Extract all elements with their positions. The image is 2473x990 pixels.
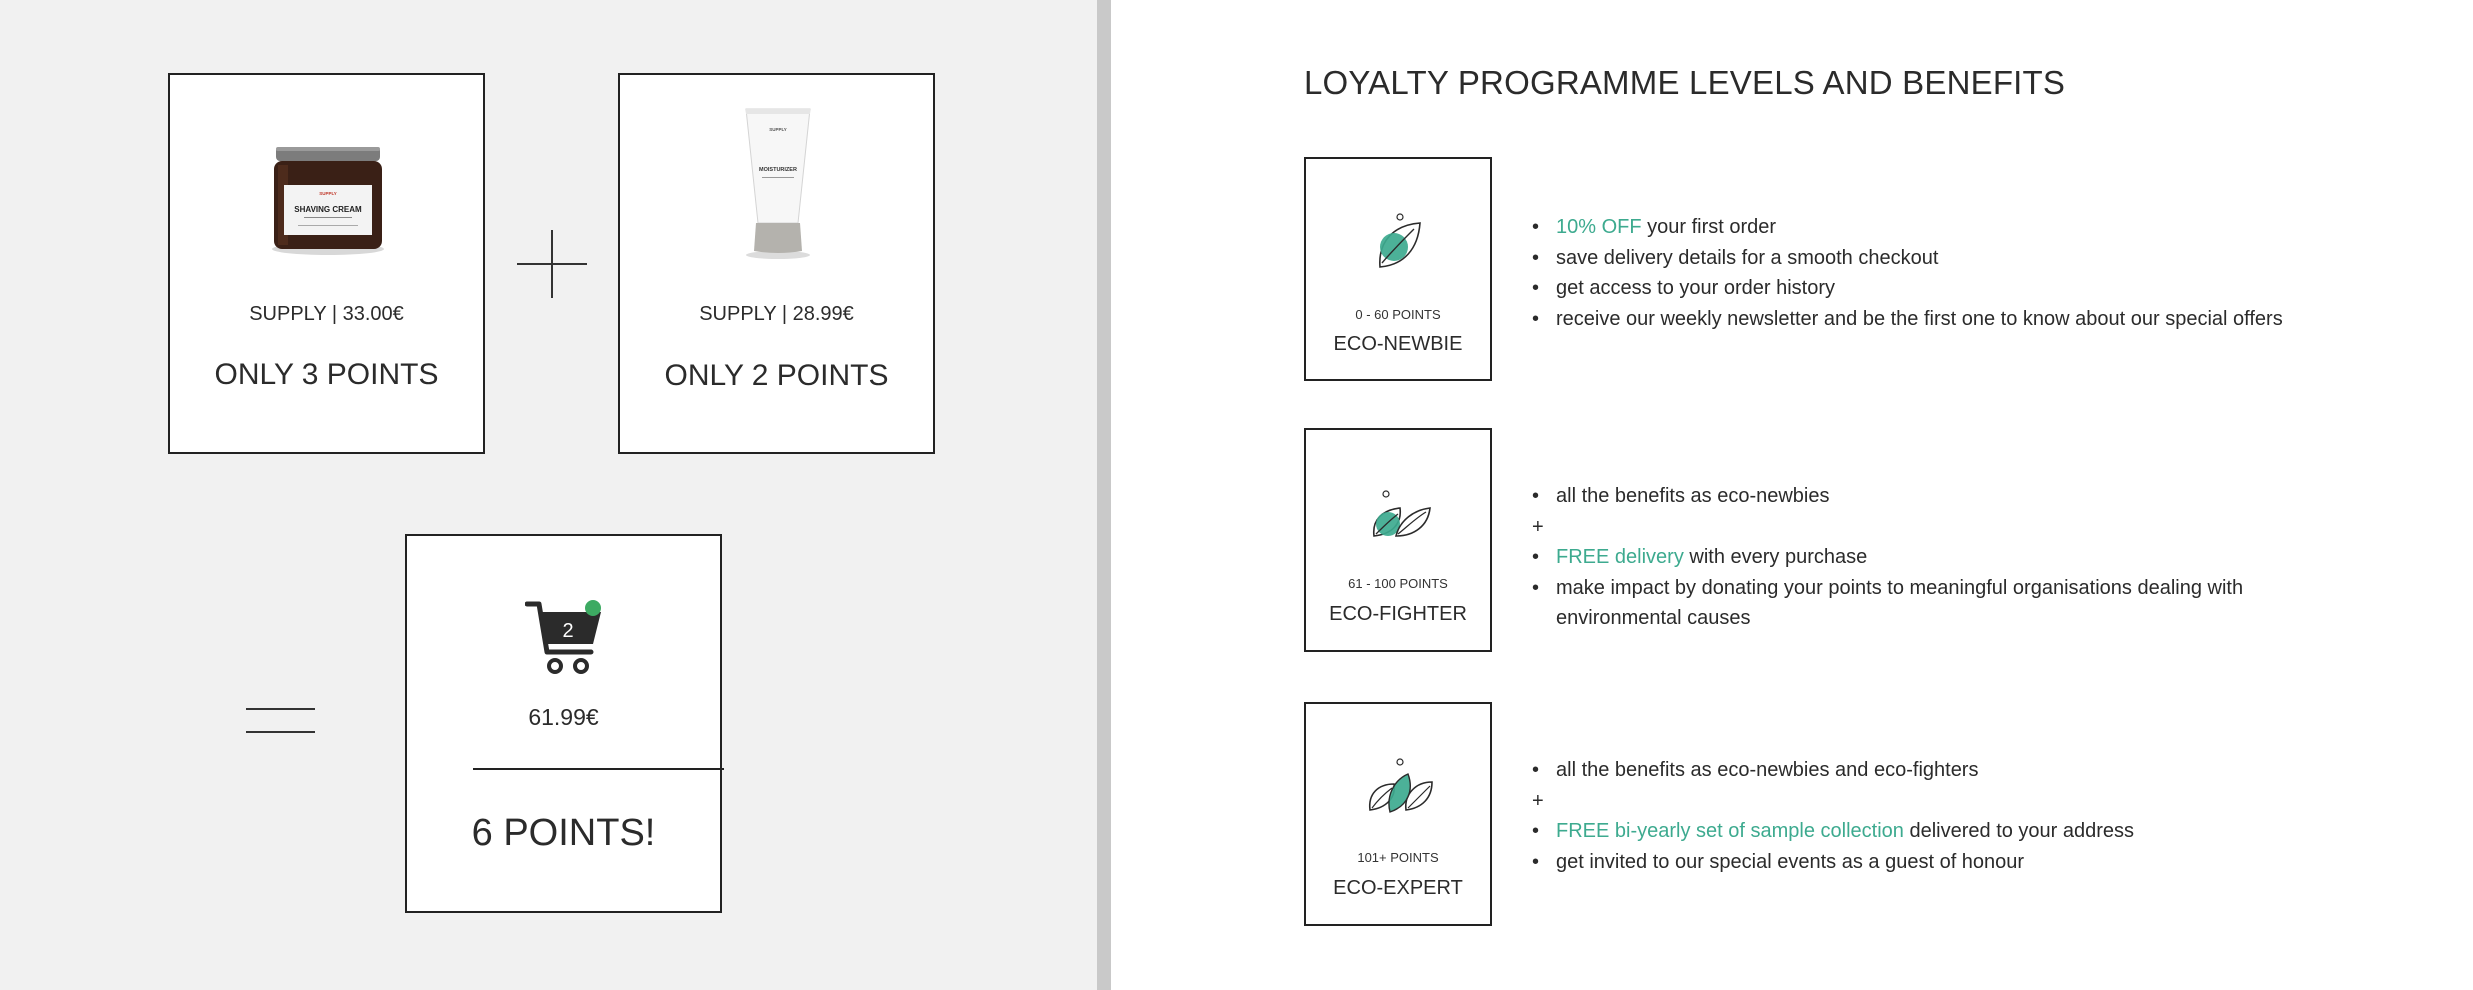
benefit-item: • receive our weekly newsletter and be th… — [1532, 307, 2283, 330]
panel-divider — [1097, 0, 1111, 990]
benefit-item: • get access to your order history — [1532, 277, 1836, 299]
benefit-list-eco-expert: • all the benefits as eco-newbies and eco… — [1528, 755, 2308, 877]
equals-sign-top — [246, 708, 315, 710]
equals-sign-bottom — [246, 731, 315, 733]
cart-badge-dot — [585, 600, 601, 616]
product-points: ONLY 3 POINTS — [214, 358, 439, 391]
benefit-text: delivered to your address — [1903, 820, 2135, 842]
product-price: SUPPLY | 33.00€ — [249, 303, 404, 325]
level-name: ECO-FIGHTER — [1329, 603, 1467, 625]
benefit-highlight: FREE bi-yearly set of sample collection — [1556, 820, 1904, 842]
jar-brand-text: SUPPLY — [319, 191, 337, 196]
level-range: 0 - 60 POINTS — [1355, 307, 1441, 322]
benefit-text: all the benefits as eco-newbies — [1556, 485, 1830, 507]
shopping-cart-icon: 2 — [525, 600, 601, 674]
benefit-plus: + — [1532, 789, 1544, 812]
moisturizer-tube-image: SUPPLY MOISTURIZER — [745, 108, 811, 259]
result-points: 6 POINTS! — [471, 812, 656, 854]
level-card-eco-fighter[interactable]: 61 - 100 POINTS ECO-FIGHTER — [1304, 428, 1492, 652]
benefit-plus: + — [1532, 515, 1544, 538]
plus-sign-vertical — [551, 230, 553, 298]
level-card-eco-newbie[interactable]: 0 - 60 POINTS ECO-NEWBIE — [1304, 157, 1492, 381]
level-range: 61 - 100 POINTS — [1348, 576, 1448, 591]
cart-count: 2 — [562, 620, 573, 642]
benefit-text: make impact by donating your points to m… — [1556, 576, 2244, 630]
shaving-cream-jar-image: SUPPLY SHAVING CREAM — [272, 147, 384, 255]
benefit-item: • all the benefits as eco-newbies — [1532, 485, 1830, 507]
product-card-shaving-cream[interactable]: SUPPLY SHAVING CREAM SUPPLY | 33.00€ ONL… — [168, 73, 485, 454]
benefit-highlight: FREE delivery — [1556, 546, 1684, 568]
three-leaves-icon — [1369, 758, 1433, 813]
benefit-text: get invited to our special events as a g… — [1556, 850, 2025, 873]
product-card-moisturizer[interactable]: SUPPLY MOISTURIZER SUPPLY | 28.99€ ONLY … — [618, 73, 935, 454]
level-name: ECO-EXPERT — [1333, 877, 1463, 899]
benefit-list-eco-newbie: • 10% OFF your first order • save delivery… — [1528, 212, 2308, 334]
level-name: ECO-NEWBIE — [1333, 333, 1463, 355]
benefit-list-eco-fighter: • all the benefits as eco-newbies + • FREE… — [1528, 481, 2308, 634]
single-leaf-icon — [1379, 213, 1421, 268]
benefit-text: receive our weekly newsletter and be the… — [1556, 307, 2283, 330]
benefit-text: all the benefits as eco-newbies and eco-… — [1556, 759, 1979, 781]
page-title: LOYALTY PROGRAMME LEVELS AND BENEFITS — [1304, 64, 2066, 101]
benefit-item: • save delivery details for a smooth chec… — [1532, 246, 1939, 269]
jar-label-text: SHAVING CREAM — [294, 205, 362, 214]
level-range: 101+ POINTS — [1357, 850, 1439, 865]
benefit-text: your first order — [1641, 216, 1777, 238]
benefit-item: • FREE delivery with every purchase — [1532, 546, 1868, 568]
benefit-item: • all the benefits as eco-newbies and eco… — [1532, 759, 1979, 781]
benefit-text: get access to your order history — [1556, 277, 1836, 299]
product-points: ONLY 2 POINTS — [664, 359, 889, 392]
benefit-item: • FREE bi-yearly set of sample collection… — [1532, 820, 2135, 842]
cart-total: 61.99€ — [528, 704, 599, 730]
tube-brand-text: SUPPLY — [769, 127, 787, 132]
cart-separator — [473, 768, 724, 770]
benefit-highlight: 10% OFF — [1556, 216, 1642, 238]
benefit-item: • 10% OFF your first order — [1532, 216, 1777, 238]
product-price: SUPPLY | 28.99€ — [699, 303, 854, 325]
benefit-item: • make impact by donating your points to … — [1532, 576, 2244, 630]
tube-label-text: MOISTURIZER — [759, 167, 797, 173]
benefit-item: • get invited to our special events as a … — [1532, 850, 2025, 873]
level-card-eco-expert[interactable]: 101+ POINTS ECO-EXPERT — [1304, 702, 1492, 926]
two-leaves-icon — [1373, 490, 1431, 537]
benefit-text: with every purchase — [1683, 546, 1868, 568]
cart-result-card[interactable]: 2 61.99€ 6 POINTS! — [405, 534, 724, 913]
benefit-text: save delivery details for a smooth check… — [1556, 246, 1939, 269]
